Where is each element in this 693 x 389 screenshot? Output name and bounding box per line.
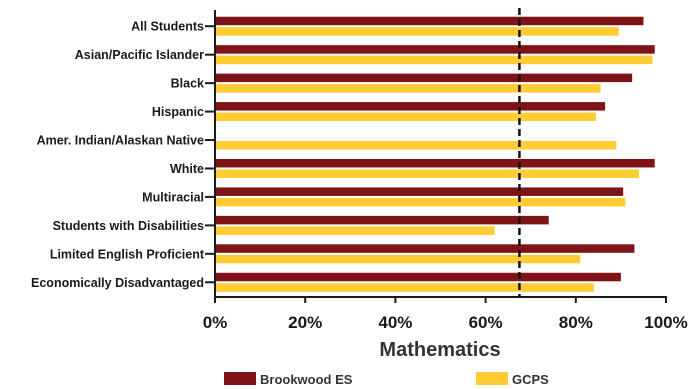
category-label-hispanic: Hispanic xyxy=(152,105,204,119)
bar-brookwood-es-black xyxy=(215,73,633,83)
bar-gcps-all-students xyxy=(215,27,619,36)
bar-gcps-black xyxy=(215,84,601,93)
bar-gcps-hispanic xyxy=(215,112,597,122)
x-axis: 0% 20% 40% 60% 80% 100% xyxy=(203,296,688,332)
bar-brookwood-es-students-with-disabilities xyxy=(215,215,549,225)
bar-brookwood-es-all-students xyxy=(215,16,644,26)
x-tick-label: 100% xyxy=(644,313,687,332)
bar-gcps-asian-pacific-islander xyxy=(215,55,653,65)
category-label-all-students: All Students xyxy=(131,20,204,34)
x-axis-title: Mathematics xyxy=(379,339,500,361)
bar-gcps-students-with-disabilities xyxy=(215,226,495,235)
category-label-amer-indian-alaskan-native: Amer. Indian/Alaskan Native xyxy=(37,134,204,148)
bars-group xyxy=(215,16,655,292)
bar-gcps-multiracial xyxy=(215,197,626,207)
legend: Brookwood ES GCPS xyxy=(224,372,549,387)
category-labels: All Students Asian/Pacific Islander Black H… xyxy=(31,20,205,290)
bar-brookwood-es-hispanic xyxy=(215,102,606,111)
legend-swatch-brookwood-es xyxy=(224,372,256,385)
bar-gcps-limited-english-proficient xyxy=(215,254,581,264)
category-label-black: Black xyxy=(171,77,204,91)
category-label-economically-disadvantaged: Economically Disadvantaged xyxy=(31,276,204,290)
x-tick-label: 80% xyxy=(559,313,593,332)
x-tick-label: 60% xyxy=(469,313,503,332)
bar-gcps-white xyxy=(215,169,639,178)
legend-label-brookwood-es: Brookwood ES xyxy=(260,372,353,387)
bar-brookwood-es-white xyxy=(215,158,655,168)
x-tick-label: 20% xyxy=(288,313,322,332)
bar-brookwood-es-multiracial xyxy=(215,187,624,196)
category-label-asian-pacific-islander: Asian/Pacific Islander xyxy=(75,48,204,62)
y-axis xyxy=(205,10,216,297)
bar-brookwood-es-asian-pacific-islander xyxy=(215,45,655,54)
category-label-limited-english-proficient: Limited English Proficient xyxy=(50,247,205,261)
bar-gcps-economically-disadvantaged xyxy=(215,283,594,292)
category-label-multiracial: Multiracial xyxy=(142,190,204,204)
legend-swatch-gcps xyxy=(476,372,508,385)
x-tick-label: 0% xyxy=(203,313,228,332)
bar-gcps-amer-indian-alaskan-native xyxy=(215,141,617,150)
category-label-students-with-disabilities: Students with Disabilities xyxy=(53,219,204,233)
legend-label-gcps: GCPS xyxy=(512,372,549,387)
bar-brookwood-es-economically-disadvantaged xyxy=(215,272,621,282)
bar-brookwood-es-limited-english-proficient xyxy=(215,244,635,253)
x-tick-label: 40% xyxy=(378,313,412,332)
category-label-white: White xyxy=(170,162,204,176)
